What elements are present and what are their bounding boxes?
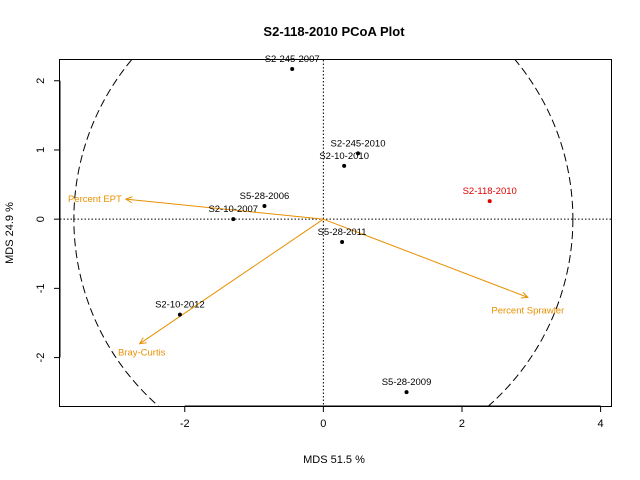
sample-point bbox=[262, 204, 267, 209]
sample-label: S5-28-2006 bbox=[240, 191, 290, 202]
chart-title: S2-118-2010 PCoA Plot bbox=[263, 24, 405, 39]
dashed-circle bbox=[73, 60, 574, 406]
y-tick-label: -1 bbox=[35, 283, 47, 293]
vector-shaft bbox=[323, 218, 529, 298]
point-layer: S2-245-2007 S2-245-2010 S2-10-2010 S2-118-2… bbox=[155, 54, 517, 395]
sample-point bbox=[340, 239, 345, 244]
x-tick-label: -2 bbox=[180, 418, 190, 430]
y-tick-label: -2 bbox=[35, 353, 47, 363]
y-axis: -2 -1 0 1 2 bbox=[35, 78, 61, 363]
sample-point bbox=[487, 199, 492, 204]
y-tick-label: 0 bbox=[35, 216, 47, 222]
reference-lines bbox=[60, 60, 611, 406]
vector-shaft bbox=[139, 218, 324, 345]
sample-label: S5-28-2009 bbox=[382, 377, 432, 388]
vector-arrow: Percent Sprawler bbox=[323, 218, 564, 316]
sample-label: S2-118-2010 bbox=[463, 186, 517, 197]
sample-label: S2-245-2010 bbox=[331, 138, 386, 149]
x-tick-label: 2 bbox=[459, 418, 465, 430]
sample-label: S2-10-2012 bbox=[155, 300, 205, 311]
vector-label: Percent Sprawler bbox=[491, 305, 564, 316]
sample-point bbox=[231, 217, 236, 222]
equilibrium-circle bbox=[73, 60, 574, 406]
sample-point bbox=[177, 312, 182, 317]
sample-label: S2-10-2007 bbox=[208, 204, 258, 215]
x-tick-label: 0 bbox=[320, 418, 326, 430]
sample-point bbox=[342, 163, 347, 168]
vector-shaft bbox=[125, 198, 324, 220]
vector-arrow: Bray-Curtis bbox=[118, 218, 324, 359]
sample-label: S2-245-2007 bbox=[265, 54, 320, 65]
sample-point bbox=[290, 66, 295, 71]
x-tick-label: 4 bbox=[598, 418, 604, 430]
vector-arrowhead bbox=[138, 337, 147, 345]
y-tick-label: 1 bbox=[35, 147, 47, 153]
vector-layer: Percent EPT Percent Sprawler Bray-Curtis bbox=[68, 194, 564, 359]
sample-point bbox=[356, 151, 361, 156]
vector-arrow: Percent EPT bbox=[68, 194, 324, 220]
y-tick-label: 2 bbox=[35, 78, 47, 84]
sample-point bbox=[404, 390, 409, 395]
sample-label: S5-28-2011 bbox=[318, 227, 367, 238]
vector-arrowhead bbox=[124, 196, 133, 204]
vector-arrowhead bbox=[520, 291, 529, 299]
x-axis-label: MDS 51.5 % bbox=[303, 454, 365, 466]
y-axis-label: MDS 24.9 % bbox=[4, 202, 16, 264]
x-axis: -2 0 2 4 bbox=[180, 405, 604, 430]
sample-label: S2-10-2010 bbox=[319, 151, 369, 162]
vector-label: Percent EPT bbox=[68, 194, 122, 205]
vector-label: Bray-Curtis bbox=[118, 348, 166, 359]
